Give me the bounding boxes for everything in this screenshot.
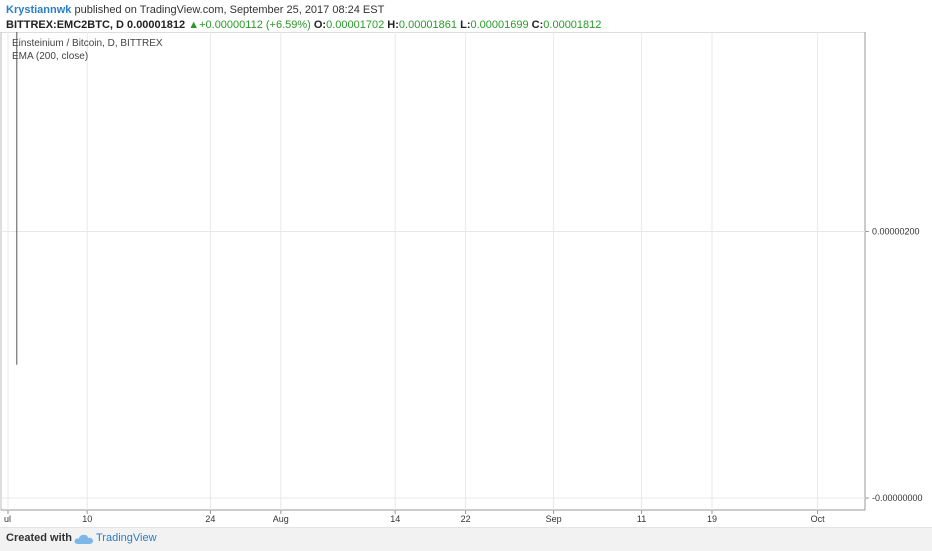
ema-legend: EMA (200, close): [12, 51, 88, 62]
tradingview-brand-link[interactable]: TradingView: [96, 532, 157, 544]
plot-frame: [0, 32, 866, 511]
price-tick-label: -0.00000000: [872, 493, 923, 503]
author-link[interactable]: Krystiannwk: [6, 4, 72, 16]
low-label: L:: [460, 19, 471, 31]
grid: [1, 32, 865, 510]
price-axis[interactable]: 0.000034000.000032000.000030000.00002800…: [865, 32, 923, 503]
high-label: H:: [387, 19, 399, 31]
low-value: 0.00001699: [470, 19, 529, 31]
time-tick-label: 14: [390, 514, 400, 524]
time-tick-label: Oct: [811, 514, 826, 524]
time-tick-label: 10: [82, 514, 92, 524]
time-tick-label: Sep: [546, 514, 562, 524]
candles: [16, 32, 18, 365]
time-tick-label: 22: [461, 514, 471, 524]
created-with-text: Created with: [6, 532, 73, 544]
price-tick-label: 0.00000200: [872, 227, 920, 237]
symbol-label[interactable]: BITTREX:EMC2BTC, D: [6, 19, 124, 31]
time-axis[interactable]: ul 10 24 Aug 14 22 Sep 11 19 Oct: [4, 510, 825, 524]
change-text: +0.00000112 (+6.59%): [199, 19, 311, 31]
time-tick-label: Aug: [273, 514, 289, 524]
chart-title: Einsteinium / Bitcoin, D, BITTREX: [12, 38, 163, 49]
chart-header: Krystiannwk published on TradingView.com…: [6, 3, 926, 33]
open-label: O:: [313, 19, 327, 31]
time-tick-label: 19: [707, 514, 717, 524]
high-value: 0.00001861: [398, 19, 458, 31]
close-label: C:: [531, 19, 544, 31]
time-tick-label: 24: [205, 514, 215, 524]
open-value: 0.00001702: [326, 19, 385, 31]
time-tick-label: 11: [637, 514, 646, 524]
published-info: published on TradingView.com, September …: [74, 4, 385, 16]
change-arrow-icon: ▲: [188, 19, 200, 31]
tradingview-cloud-icon[interactable]: [74, 533, 94, 545]
last-price-text: 0.00001812: [127, 19, 186, 31]
footer-bar: Created with TradingView: [0, 527, 932, 551]
time-tick-label: ul: [4, 514, 11, 524]
close-value: 0.00001812: [543, 19, 602, 31]
price-chart[interactable]: 0.000034000.000032000.000030000.00002800…: [0, 32, 932, 527]
